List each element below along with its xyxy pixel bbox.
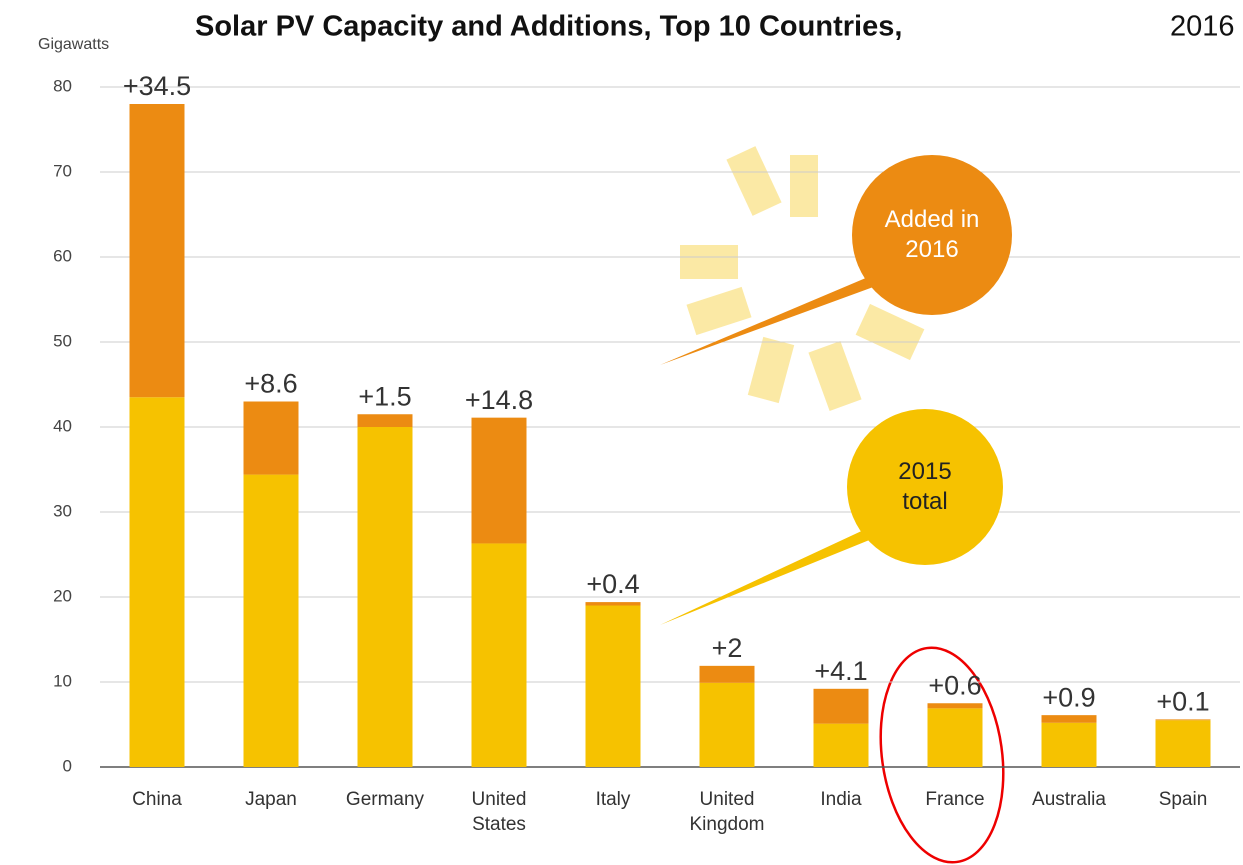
bar-segment	[357, 427, 413, 767]
x-tick-label: China	[132, 789, 182, 810]
value-label: +0.1	[1156, 687, 1209, 717]
x-tick-label: Italy	[596, 789, 631, 810]
bar-segment	[129, 397, 185, 767]
x-tick-label: India	[820, 789, 862, 810]
legend-label: Added in 2016	[885, 206, 980, 263]
bar-segment	[585, 602, 641, 606]
legend-swatch	[847, 409, 1003, 565]
chart-title-year: 2016	[1170, 11, 1235, 43]
x-tick-label: France	[925, 789, 984, 810]
legend-pointer	[660, 507, 921, 625]
bar-segment	[927, 708, 983, 767]
x-tick-label: Germany	[346, 789, 425, 810]
value-label: +0.4	[586, 569, 639, 599]
x-tick-label: Spain	[1159, 789, 1208, 810]
y-tick-label: 80	[53, 76, 72, 95]
y-tick-label: 10	[53, 671, 72, 690]
bar-segment	[699, 665, 755, 683]
value-label: +2	[712, 633, 743, 663]
bar-segment	[813, 688, 869, 724]
value-label: +14.8	[465, 385, 533, 415]
bar-segment	[1041, 715, 1097, 723]
y-tick-label: 50	[53, 331, 72, 350]
x-tick-label: United States	[472, 789, 527, 835]
value-label: +8.6	[244, 369, 297, 399]
x-tick-label: United Kingdom	[690, 789, 765, 835]
legend-pointer	[660, 255, 928, 365]
bar-segment	[1041, 722, 1097, 767]
bar-segment	[699, 682, 755, 767]
y-tick-label: 30	[53, 501, 72, 520]
bar-segment	[813, 723, 869, 767]
bar-segment	[1155, 719, 1211, 721]
bar-segment	[129, 104, 185, 398]
x-tick-label: Japan	[245, 789, 297, 810]
bar-segment	[927, 703, 983, 709]
legend-swatch	[852, 155, 1012, 315]
y-axis-label: Gigawatts	[38, 36, 109, 53]
bar-segment	[585, 605, 641, 767]
bar-segment	[243, 474, 299, 767]
y-tick-label: 40	[53, 416, 72, 435]
value-label: +0.9	[1042, 682, 1095, 712]
x-tick-label: Australia	[1032, 789, 1106, 810]
bar-segment	[471, 417, 527, 544]
bar-segment	[243, 401, 299, 475]
y-tick-label: 70	[53, 161, 72, 180]
bar-segment	[357, 414, 413, 427]
value-label: +1.5	[358, 381, 411, 411]
bar-segment	[1155, 720, 1211, 767]
highlight-circle	[879, 646, 1005, 864]
value-label: +4.1	[814, 656, 867, 686]
sun-rays	[680, 146, 925, 411]
value-label: +0.6	[928, 670, 981, 700]
y-tick-label: 20	[53, 586, 72, 605]
bar-segment	[471, 543, 527, 767]
legend-label: 2015 total	[898, 458, 951, 515]
y-tick-label: 60	[53, 246, 72, 265]
chart-title: Solar PV Capacity and Additions, Top 10 …	[195, 11, 902, 43]
value-label: +34.5	[123, 71, 191, 101]
y-tick-label: 0	[63, 756, 72, 775]
